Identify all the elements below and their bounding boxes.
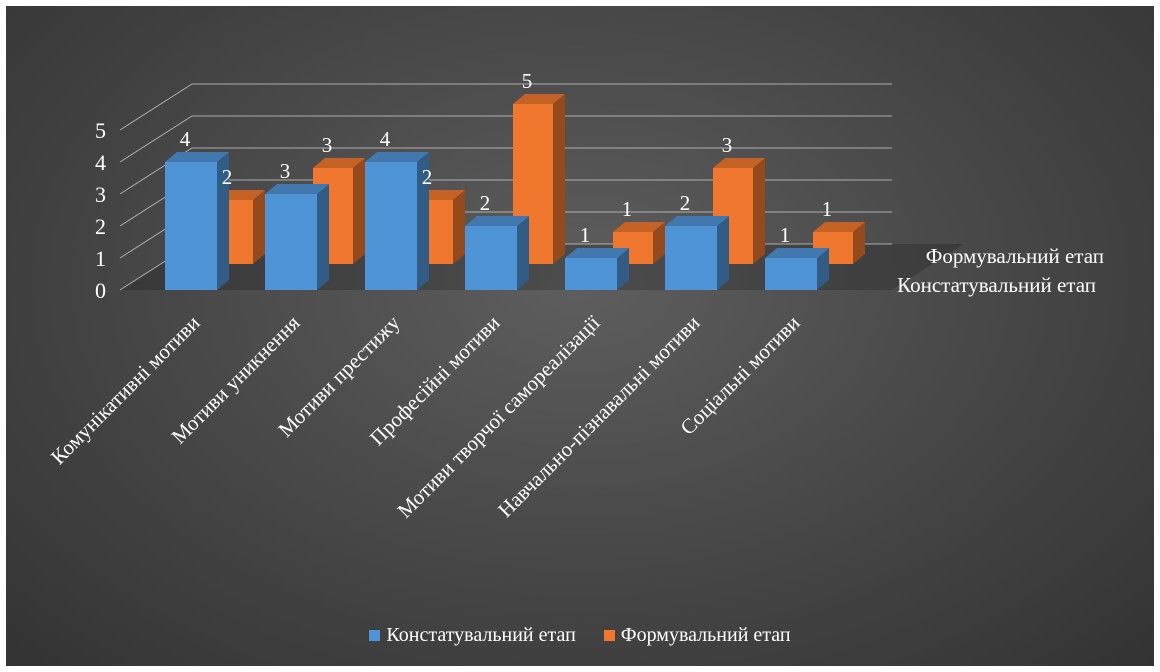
bar-konstatuvalnyi bbox=[265, 184, 329, 290]
data-label-konstatuvalnyi: 2 bbox=[480, 191, 491, 215]
y-tick-label: 2 bbox=[95, 214, 106, 239]
chart-area: 0 1 2 3 4 5 2 4 3 3 2 4 5 2 1 1 3 2 1 1 Комунікативні моти… bbox=[6, 6, 1154, 666]
gridline bbox=[119, 115, 892, 163]
legend-entry-formuvalnyi: Формувальний етап bbox=[603, 624, 791, 647]
y-tick-label: 0 bbox=[95, 278, 106, 303]
gridline bbox=[119, 147, 892, 195]
legend: Констатувальний етап Формувальний етап bbox=[6, 624, 1154, 647]
legend-entry-konstatuvalnyi: Констатувальний етап bbox=[369, 624, 576, 647]
bar-konstatuvalnyi bbox=[365, 152, 429, 290]
depth-axis: Формувальний етап Констатувальний етап bbox=[897, 244, 1104, 297]
bar-konstatuvalnyi bbox=[565, 248, 629, 290]
depth-label-back: Формувальний етап bbox=[926, 244, 1104, 268]
category-label: Мотиви творчої самореалізації bbox=[392, 310, 604, 522]
chart-plot: 0 1 2 3 4 5 2 4 3 3 2 4 5 2 1 1 3 2 1 1 Комунікативні моти… bbox=[46, 69, 1104, 523]
bar-konstatuvalnyi bbox=[165, 152, 229, 290]
category-label: Навчально-пізнавальні мотиви bbox=[493, 311, 704, 522]
y-tick-label: 3 bbox=[95, 182, 106, 207]
data-label-konstatuvalnyi: 2 bbox=[680, 191, 691, 215]
series-konstatuvalnyi-bars bbox=[165, 152, 829, 290]
y-axis: 0 1 2 3 4 5 bbox=[95, 118, 106, 303]
y-tick-label: 4 bbox=[95, 150, 106, 175]
legend-label-formuvalnyi: Формувальний етап bbox=[620, 624, 791, 646]
data-label-konstatuvalnyi: 3 bbox=[280, 159, 291, 183]
data-label-konstatuvalnyi: 1 bbox=[580, 223, 591, 247]
series-formuvalnyi-bars bbox=[213, 94, 865, 264]
data-label-formuvalnyi: 3 bbox=[322, 133, 333, 157]
data-label-konstatuvalnyi: 4 bbox=[380, 127, 391, 151]
data-labels: 2 4 3 3 2 4 5 2 1 1 3 2 1 1 bbox=[180, 69, 833, 247]
legend-label-konstatuvalnyi: Констатувальний етап bbox=[386, 624, 576, 646]
y-tick-label: 5 bbox=[95, 118, 106, 143]
data-label-formuvalnyi: 5 bbox=[522, 69, 533, 93]
gridline bbox=[119, 83, 892, 131]
data-label-formuvalnyi: 1 bbox=[822, 197, 833, 221]
legend-swatch-orange bbox=[603, 630, 615, 641]
bar-konstatuvalnyi bbox=[765, 248, 829, 290]
bar-konstatuvalnyi bbox=[465, 216, 529, 290]
data-label-formuvalnyi: 3 bbox=[722, 133, 733, 157]
data-label-konstatuvalnyi: 4 bbox=[180, 127, 191, 151]
data-label-konstatuvalnyi: 1 bbox=[780, 223, 791, 247]
data-label-formuvalnyi: 1 bbox=[622, 197, 633, 221]
data-label-formuvalnyi: 2 bbox=[222, 165, 233, 189]
depth-label-front: Констатувальний етап bbox=[897, 273, 1096, 297]
legend-swatch-blue bbox=[369, 630, 381, 641]
y-tick-label: 1 bbox=[95, 246, 106, 271]
data-label-formuvalnyi: 2 bbox=[422, 165, 433, 189]
bar-konstatuvalnyi bbox=[665, 216, 729, 290]
